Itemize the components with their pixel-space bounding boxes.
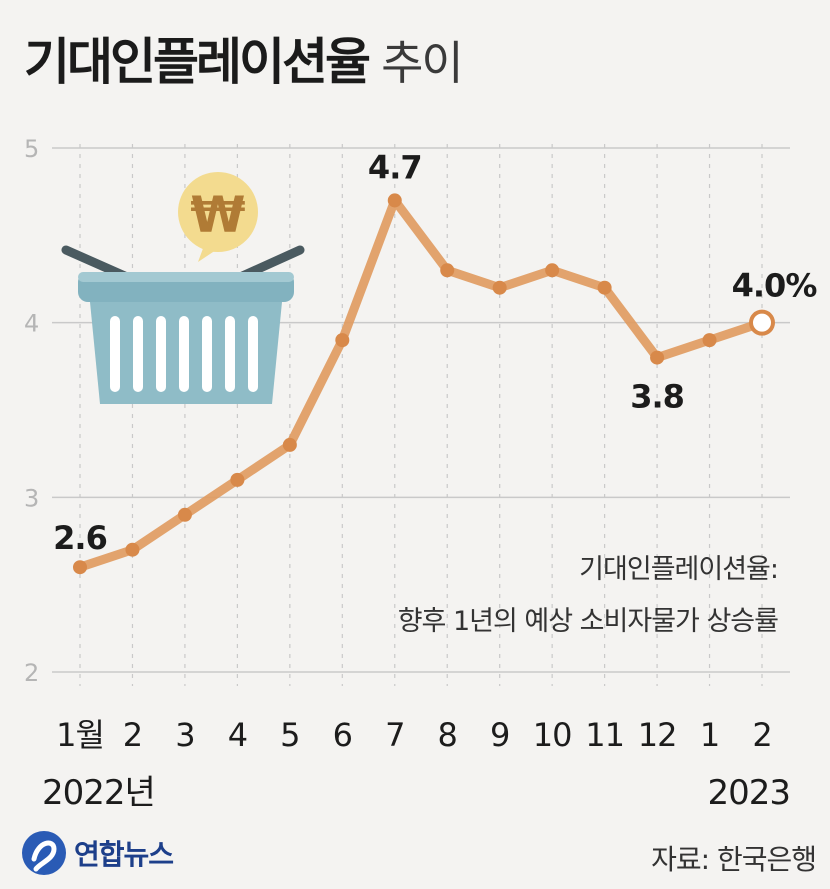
data-point [125,542,140,557]
note-line-2: 향후 1년의 예상 소비자물가 상승률 [398,606,778,637]
data-point [177,507,192,522]
data-point [282,437,297,452]
data-label: 3.8 [630,378,684,416]
data-point [597,280,612,295]
data-label: 4.0% [732,267,818,305]
x-tick-label: 10 [533,716,572,754]
chart-title: 기대인플레이션율 추이 [24,22,464,94]
x-tick-label: 1월 [56,716,104,754]
y-tick-labels: 2 3 4 5 [24,135,39,687]
data-point [440,263,455,278]
data-point-last [749,309,775,336]
data-point [387,193,402,208]
shopping-basket-icon: ₩ [61,172,305,404]
x-tick-label: 9 [490,716,509,754]
x-tick-label: 7 [385,716,404,754]
yonhap-logo-icon [22,831,66,875]
x-tick-label: 2 [752,716,771,754]
x-tick-label: 6 [333,716,352,754]
title-sub: 추이 [381,36,464,90]
series-line [75,195,767,572]
data-label: 2.6 [53,519,107,557]
data-point [702,333,717,348]
data-point [73,560,87,575]
year-label-start: 2022년 [42,773,155,813]
x-tick-label: 1 [700,716,719,754]
y-tick-label: 5 [24,135,39,163]
coin-symbol: ₩ [190,186,245,244]
y-tick-label: 4 [24,310,39,338]
x-tick-label: 2 [123,716,142,754]
series-line-path [75,195,767,572]
data-point [650,350,665,365]
data-point [492,280,507,295]
source-text: 자료: 한국은행 [651,843,817,876]
yonhap-logo: 연합뉴스 [20,828,174,878]
x-tick-labels: 1월 2 3 4 5 6 7 8 9 10 11 12 1 2 [56,716,773,754]
logo-text: 연합뉴스 [74,838,174,871]
y-tick-label: 2 [24,659,39,687]
x-tick-label: 3 [175,716,194,754]
grid-lines [52,144,790,686]
x-tick-label: 8 [438,716,457,754]
data-point [230,472,245,487]
year-label-end: 2023 [707,773,790,813]
x-tick-label: 12 [638,716,677,754]
won-coin-bubble-icon: ₩ [178,172,258,262]
title-main: 기대인플레이션율 [24,33,371,91]
data-point [545,263,560,278]
x-tick-label: 11 [585,716,624,754]
note-line-1: 기대인플레이션율: [579,554,778,585]
data-point [335,333,350,348]
x-tick-label: 4 [228,716,247,754]
y-tick-label: 3 [24,484,39,512]
data-labels: 2.6 4.7 3.8 4.0% [53,148,818,557]
x-tick-label: 5 [280,716,299,754]
data-points [73,193,775,575]
data-label: 4.7 [368,148,422,186]
